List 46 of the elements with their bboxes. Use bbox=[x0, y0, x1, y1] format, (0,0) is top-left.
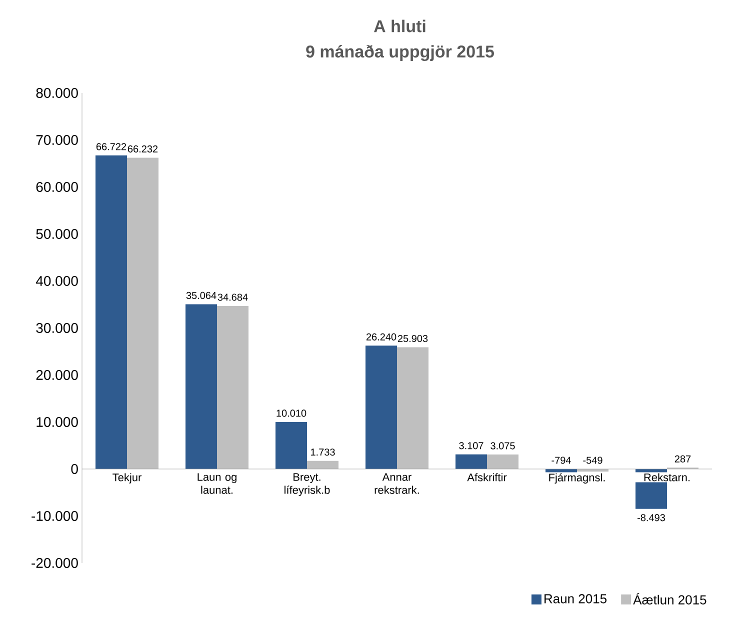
y-tick-label: 10.000 bbox=[36, 417, 78, 427]
bar bbox=[127, 158, 158, 469]
bar bbox=[276, 422, 307, 469]
legend-label: Raun 2015 bbox=[544, 594, 607, 604]
data-label: 25.903 bbox=[398, 334, 428, 342]
y-tick-label: 70.000 bbox=[36, 135, 78, 145]
y-tick-label: 60.000 bbox=[36, 182, 78, 192]
data-label: 66.722 bbox=[96, 143, 126, 150]
chart-title: A hluti bbox=[374, 20, 426, 32]
data-label: 26.240 bbox=[366, 333, 396, 340]
y-tick-label: -10.000 bbox=[32, 511, 78, 521]
bar bbox=[96, 155, 127, 469]
x-tick-label: Laun og launat. bbox=[198, 473, 236, 494]
y-tick-label: 30.000 bbox=[36, 323, 78, 333]
data-label: 10.010 bbox=[276, 410, 306, 417]
data-label: 66.232 bbox=[128, 145, 158, 152]
data-label: -794 bbox=[552, 456, 571, 464]
data-label: 3.107 bbox=[459, 442, 484, 450]
y-tick-label: 80.000 bbox=[36, 88, 78, 98]
bar bbox=[366, 346, 397, 469]
data-label: 35.064 bbox=[186, 292, 216, 299]
bar bbox=[307, 460, 338, 469]
y-tick-label: 40.000 bbox=[36, 276, 78, 286]
chart-subtitle: 9 mánaða uppgjör 2015 bbox=[306, 44, 494, 62]
data-label: -8.493 bbox=[638, 514, 665, 522]
bar bbox=[456, 454, 487, 469]
x-tick-label: Breyt. lífeyrisk.b bbox=[284, 473, 330, 496]
x-tick-label: Annar rekstrark. bbox=[374, 473, 419, 494]
data-label: 1.733 bbox=[311, 448, 335, 456]
legend-label: Áætlun 2015 bbox=[633, 593, 706, 604]
x-tick-label: Rekstarn. bbox=[644, 473, 690, 482]
y-tick-label: -20.000 bbox=[32, 558, 78, 568]
y-tick-label: 20.000 bbox=[36, 370, 78, 380]
bar bbox=[186, 304, 217, 469]
bar bbox=[217, 306, 248, 469]
bar bbox=[487, 454, 518, 469]
data-label: 3.075 bbox=[490, 442, 515, 450]
x-tick-label: Tekjur bbox=[112, 473, 142, 484]
data-label: 287 bbox=[674, 455, 691, 462]
y-tick-label: 0 bbox=[71, 464, 78, 474]
bar bbox=[397, 347, 428, 469]
x-tick-label: Afskriftir bbox=[467, 473, 507, 482]
data-label: -549 bbox=[583, 456, 602, 464]
y-tick-label: 50.000 bbox=[36, 229, 78, 239]
data-label: 34.684 bbox=[218, 294, 248, 301]
x-tick-label: Fjármagnsl. bbox=[549, 473, 605, 484]
